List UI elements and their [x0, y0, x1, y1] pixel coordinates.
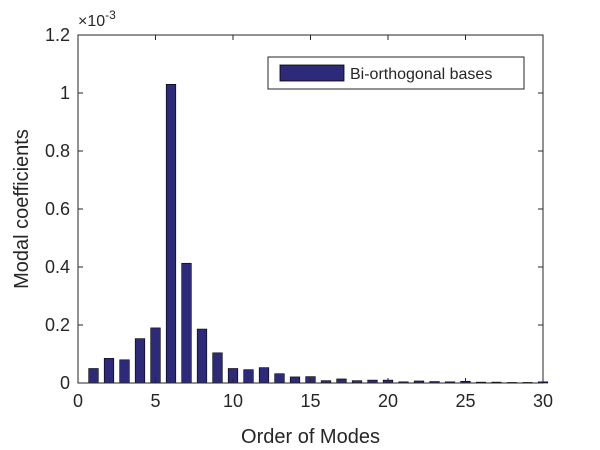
y-axis-label: Modal coefficients — [11, 129, 33, 289]
bar — [134, 338, 146, 384]
bar — [243, 369, 254, 384]
bar — [196, 328, 208, 384]
bar — [103, 358, 115, 384]
legend-swatch — [279, 64, 345, 82]
x-tick-label: 0 — [73, 391, 83, 411]
x-tick-label: 20 — [378, 391, 398, 411]
y-tick-label: 1.2 — [45, 25, 70, 45]
y-tick-label: 1 — [60, 83, 70, 103]
y-tick-label: 0.8 — [45, 141, 70, 161]
bar — [274, 373, 285, 384]
legend-label: Bi-orthogonal bases — [350, 66, 492, 83]
bar — [88, 368, 99, 384]
bar — [119, 359, 130, 384]
y-axis-multiplier: ×10-3 — [78, 8, 116, 30]
bar — [165, 84, 177, 384]
x-tick-label: 25 — [455, 391, 475, 411]
x-tick-label: 30 — [533, 391, 553, 411]
axes-box — [77, 34, 544, 384]
x-axis-label: Order of Modes — [241, 426, 380, 448]
x-tick-label: 10 — [223, 391, 243, 411]
bar — [150, 327, 161, 384]
y-axis-multiplier-base: ×10 — [78, 13, 105, 30]
bar — [258, 367, 270, 384]
bar — [289, 376, 301, 384]
x-tick-label: 15 — [300, 391, 320, 411]
bars-group — [88, 84, 549, 384]
x-tick-label: 5 — [150, 391, 160, 411]
y-tick-label: 0.2 — [45, 315, 70, 335]
ticks-group: 0 5 10 15 20 25 30 0 0.2 0.4 0.6 0.8 1 1.2 — [45, 25, 553, 411]
y-tick-label: 0.4 — [45, 257, 70, 277]
y-tick-label: 0.6 — [45, 199, 70, 219]
bar — [336, 378, 347, 384]
y-tick-label: 0 — [60, 373, 70, 393]
legend: Bi-orthogonal bases — [267, 56, 525, 90]
bar — [181, 262, 192, 384]
y-axis-multiplier-exponent: -3 — [105, 8, 116, 22]
bar — [212, 352, 223, 384]
